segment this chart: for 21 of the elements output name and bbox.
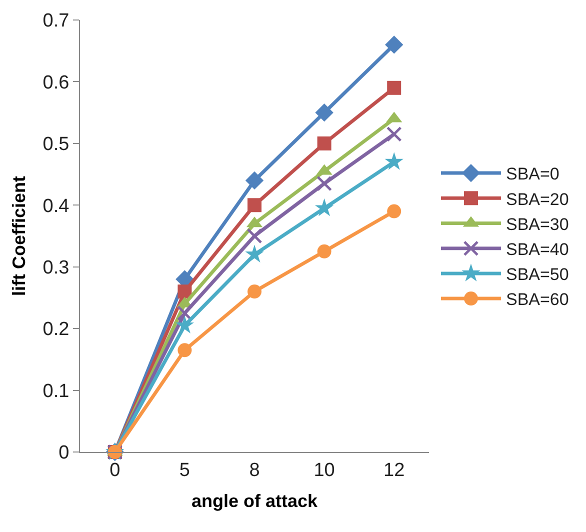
x-tick-label: 0 <box>110 460 120 481</box>
x-tick-label: 5 <box>179 460 190 481</box>
legend-label: SBA=20 <box>506 190 569 209</box>
x-tick-label: 8 <box>249 460 260 481</box>
x-axis-title: angle of attack <box>191 490 318 511</box>
y-tick-label: 0.7 <box>42 10 70 32</box>
y-tick-label: 0.3 <box>42 258 70 279</box>
legend-label: SBA=60 <box>506 290 569 310</box>
legend-label: SBA=40 <box>506 240 569 259</box>
y-tick-label: 0.5 <box>42 134 70 156</box>
y-axis-title: lift Coefficient <box>8 176 29 296</box>
legend-label: SBA=0 <box>506 164 560 184</box>
legend-label: SBA=30 <box>506 214 569 234</box>
y-tick-label: 0.6 <box>42 72 70 94</box>
y-tick-label: 0.1 <box>42 380 70 402</box>
y-tick-label: 0 <box>58 442 70 464</box>
y-tick-label: 0.4 <box>42 196 70 217</box>
y-tick-label: 0.2 <box>42 319 70 340</box>
x-tick-label: 10 <box>314 460 335 481</box>
x-tick-label: 12 <box>384 460 405 481</box>
legend-label: SBA=50 <box>506 265 569 284</box>
